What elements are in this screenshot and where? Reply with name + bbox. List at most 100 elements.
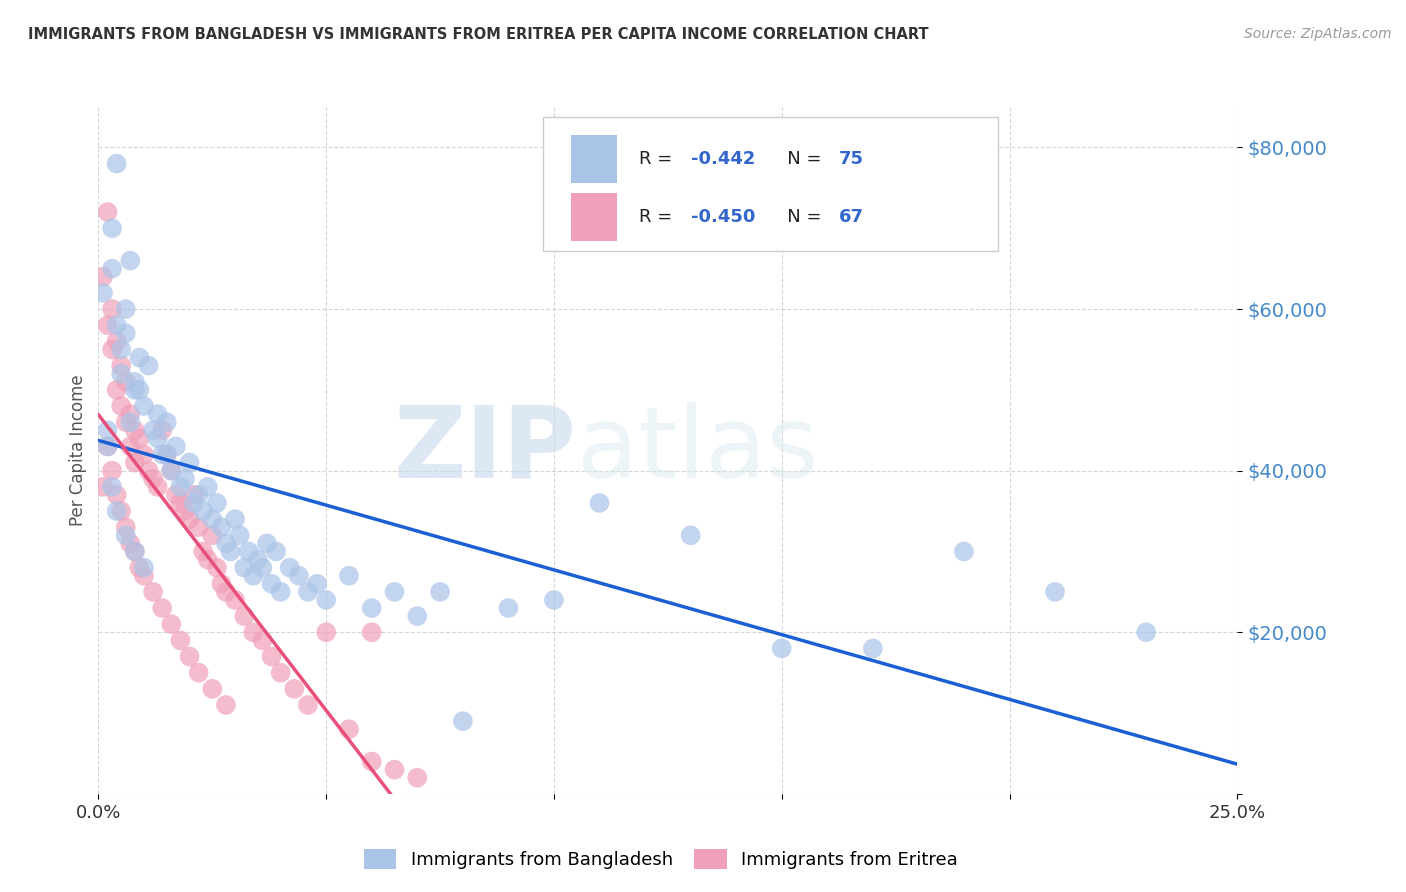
Point xyxy=(96,439,118,453)
Point xyxy=(124,544,146,558)
Point xyxy=(110,399,132,413)
Point xyxy=(146,480,169,494)
Point xyxy=(205,560,228,574)
Point xyxy=(96,439,118,453)
Point xyxy=(201,528,224,542)
Point xyxy=(219,544,242,558)
Text: R =: R = xyxy=(640,150,678,168)
Point xyxy=(384,585,406,599)
Point xyxy=(288,568,311,582)
Text: R =: R = xyxy=(640,208,678,226)
Point xyxy=(228,528,250,542)
Point xyxy=(360,625,382,640)
Point xyxy=(142,423,165,437)
Point xyxy=(252,633,274,648)
Point xyxy=(114,520,136,534)
Point xyxy=(315,625,337,640)
Point xyxy=(101,464,124,478)
Point xyxy=(124,423,146,437)
Point xyxy=(337,723,360,737)
Point xyxy=(165,439,187,453)
Point xyxy=(110,359,132,373)
Text: -0.450: -0.450 xyxy=(690,208,755,226)
Point xyxy=(101,261,124,276)
Point xyxy=(588,496,610,510)
Point xyxy=(201,681,224,696)
Point xyxy=(360,601,382,615)
Point xyxy=(260,576,283,591)
Point xyxy=(132,448,155,462)
Point xyxy=(429,585,451,599)
Point xyxy=(201,512,224,526)
Point xyxy=(384,763,406,777)
Point xyxy=(1135,625,1157,640)
Point xyxy=(270,585,292,599)
Point xyxy=(105,504,128,518)
Point xyxy=(138,359,160,373)
Point xyxy=(101,343,124,357)
Point xyxy=(260,649,283,664)
Point xyxy=(238,544,260,558)
Point xyxy=(246,552,269,566)
Point xyxy=(120,439,142,453)
Point xyxy=(120,415,142,429)
Point xyxy=(193,504,215,518)
Point xyxy=(146,407,169,421)
Point xyxy=(297,585,319,599)
Point xyxy=(105,383,128,397)
Point xyxy=(406,609,429,624)
Point xyxy=(128,383,150,397)
Point xyxy=(224,593,246,607)
Point xyxy=(142,585,165,599)
Point xyxy=(114,301,136,316)
Point xyxy=(132,399,155,413)
Point xyxy=(183,488,205,502)
Point xyxy=(679,528,702,542)
Point xyxy=(105,156,128,170)
Point xyxy=(179,512,201,526)
Point xyxy=(132,568,155,582)
Point xyxy=(256,536,278,550)
Point xyxy=(283,681,305,696)
Point xyxy=(205,496,228,510)
Point xyxy=(128,351,150,365)
Point xyxy=(224,512,246,526)
Point xyxy=(124,375,146,389)
Point xyxy=(197,480,219,494)
Point xyxy=(128,560,150,574)
Point xyxy=(174,472,197,486)
Text: 67: 67 xyxy=(839,208,863,226)
Point xyxy=(138,464,160,478)
Point xyxy=(156,448,179,462)
Point xyxy=(953,544,976,558)
Point xyxy=(252,560,274,574)
Point xyxy=(101,480,124,494)
Point xyxy=(264,544,287,558)
Point xyxy=(1043,585,1066,599)
FancyBboxPatch shape xyxy=(571,135,617,183)
Point xyxy=(124,383,146,397)
Point xyxy=(146,431,169,445)
Point xyxy=(114,375,136,389)
Point xyxy=(209,520,232,534)
Point xyxy=(110,367,132,381)
Point xyxy=(91,269,114,284)
Point xyxy=(406,771,429,785)
Text: Source: ZipAtlas.com: Source: ZipAtlas.com xyxy=(1244,27,1392,41)
Point xyxy=(179,649,201,664)
Point xyxy=(174,504,197,518)
Point xyxy=(197,552,219,566)
Point xyxy=(215,698,238,712)
Point xyxy=(110,504,132,518)
Point xyxy=(150,423,173,437)
Point xyxy=(156,415,179,429)
Point xyxy=(278,560,301,574)
Point xyxy=(124,544,146,558)
Point xyxy=(160,617,183,632)
Point xyxy=(124,456,146,470)
Point xyxy=(165,488,187,502)
Text: IMMIGRANTS FROM BANGLADESH VS IMMIGRANTS FROM ERITREA PER CAPITA INCOME CORRELAT: IMMIGRANTS FROM BANGLADESH VS IMMIGRANTS… xyxy=(28,27,929,42)
Point xyxy=(96,205,118,219)
Point xyxy=(110,343,132,357)
Point xyxy=(156,448,179,462)
